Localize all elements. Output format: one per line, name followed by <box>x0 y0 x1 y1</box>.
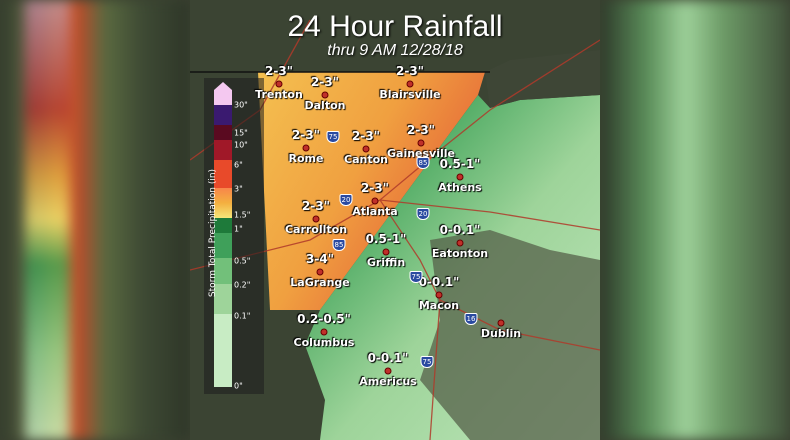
city-name-label: Dublin <box>480 327 522 340</box>
legend-tick: 1.5" <box>234 210 251 220</box>
city-dot <box>456 173 464 181</box>
rainfall-amount-label: 0-0.1" <box>418 275 460 289</box>
legend-tick: 15" <box>234 128 248 138</box>
city-dot <box>456 239 464 247</box>
rainfall-amount-label: 2-3" <box>292 128 320 142</box>
map-shading <box>190 19 600 440</box>
blurred-background-left <box>0 0 190 440</box>
city-name-label: Blairsville <box>379 88 441 101</box>
rainfall-amount-label: 2-3" <box>407 123 435 137</box>
rainfall-amount-label: 0-0.1" <box>367 351 409 365</box>
city-name-label: Eatonton <box>431 247 489 260</box>
blurred-background-right <box>600 0 790 440</box>
rainfall-amount-label: 3-4" <box>306 252 334 266</box>
city-name-label: LaGrange <box>290 276 350 289</box>
interstate-shield-icon: 20 <box>339 194 353 206</box>
rainfall-amount-label: 0.5-1" <box>365 232 407 246</box>
interstate-shield-icon: 75 <box>409 271 423 283</box>
rainfall-amount-label: 0.2-0.5" <box>297 312 351 326</box>
legend-tick: 0.2" <box>234 280 251 290</box>
city-dot <box>435 291 443 299</box>
legend-title: Storm Total Precipitation (in) <box>208 168 218 298</box>
legend-tick: 10" <box>234 140 248 150</box>
city-dot <box>497 319 505 327</box>
city-name-label: Rome <box>288 152 324 165</box>
interstate-shield-icon: 75 <box>326 131 340 143</box>
city-dot <box>275 80 283 88</box>
orange-rain-area <box>258 72 485 310</box>
interstate-shield-icon: 75 <box>420 356 434 368</box>
legend-arrow-icon <box>214 82 232 90</box>
city-dot <box>382 248 390 256</box>
city-name-label: Trenton <box>255 88 303 101</box>
map-title: 24 Hour Rainfall <box>287 10 503 43</box>
city-dot <box>384 367 392 375</box>
city-name-label: Columbus <box>293 336 355 349</box>
city-dot <box>371 197 379 205</box>
legend-tick: 3" <box>234 184 243 194</box>
legend-tick: 6" <box>234 160 243 170</box>
rainfall-amount-label: 2-3" <box>352 129 380 143</box>
city-dot <box>320 328 328 336</box>
rainfall-map: 24 Hour Rainfall thru 9 AM 12/28/18 30" … <box>190 0 600 440</box>
rainfall-amount-label: 2-3" <box>361 181 389 195</box>
city-name-label: Carrollton <box>284 223 348 236</box>
rainfall-amount-label: 0-0.1" <box>439 223 481 237</box>
rainfall-amount-label: 0.5-1" <box>439 157 481 171</box>
city-dot <box>312 215 320 223</box>
city-name-label: Atlanta <box>352 205 398 218</box>
city-dot <box>362 145 370 153</box>
city-name-label: Canton <box>344 153 388 166</box>
rainfall-amount-label: 2-3" <box>302 199 330 213</box>
legend-tick: 0.5" <box>234 256 251 266</box>
rainfall-amount-label: 2-3" <box>311 75 339 89</box>
city-dot <box>417 139 425 147</box>
legend-tick: 1" <box>234 224 243 234</box>
precipitation-legend: 30" 15" 10" 6" 3" 1.5" 1" 0.5" 0.2" 0.1"… <box>204 78 264 394</box>
city-dot <box>321 91 329 99</box>
interstate-shield-icon: 16 <box>464 313 478 325</box>
city-dot <box>316 268 324 276</box>
rainfall-amount-label: 2-3" <box>396 64 424 78</box>
interstate-shield-icon: 20 <box>416 208 430 220</box>
map-subtitle: thru 9 AM 12/28/18 <box>327 42 463 59</box>
city-name-label: Macon <box>418 299 460 312</box>
city-name-label: Athens <box>438 181 482 194</box>
city-dot <box>302 144 310 152</box>
legend-tick: 0.1" <box>234 311 251 321</box>
legend-tick: 0" <box>234 381 243 391</box>
rainfall-amount-label: 2-3" <box>265 64 293 78</box>
city-name-label: Gainesville <box>386 147 456 160</box>
city-name-label: Americus <box>359 375 417 388</box>
city-dot <box>406 80 414 88</box>
city-name-label: Dalton <box>304 99 346 112</box>
legend-tick: 30" <box>234 100 248 110</box>
ne-terrain <box>485 50 600 108</box>
interstate-shield-icon: 85 <box>332 239 346 251</box>
interstate-shield-icon: 85 <box>416 157 430 169</box>
city-name-label: Griffin <box>366 256 406 269</box>
dry-terrain-patch <box>420 230 600 440</box>
